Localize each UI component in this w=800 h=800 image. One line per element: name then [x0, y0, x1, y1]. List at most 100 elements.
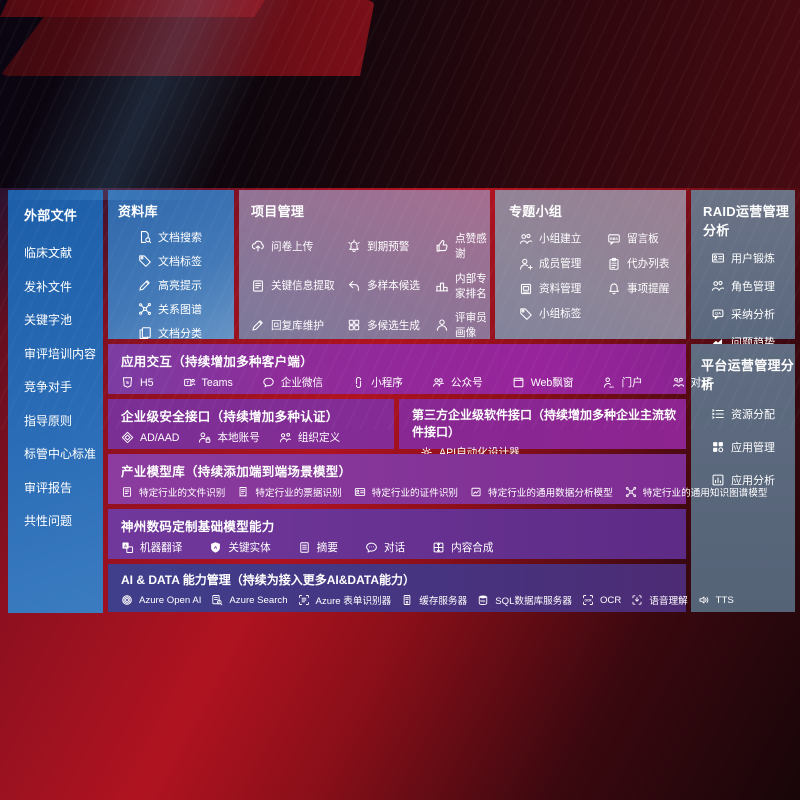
sidebar-item: 临床文献 [24, 244, 103, 261]
panel-topic-groups: 专题小组 小组建立 BBS 留言板 成员管理 代办列表 资料管理 事项提醒 小组标签 [495, 190, 686, 339]
feature-item-label: 小程序 [371, 377, 403, 389]
person-add-icon [519, 257, 533, 271]
row-items: 特定行业的文件识别 特定行业的票据识别 特定行业的证件识别 特定行业的通用数据分析模型… [121, 485, 767, 499]
panel-items: 文档搜索 文档标签 高亮提示 关系图谱 文档分类 [118, 229, 234, 341]
feature-item-label: 特定行业的票据识别 [255, 488, 342, 499]
feature-item: 代办列表 [607, 256, 686, 271]
row-title: 第三方企业级软件接口（持续增加多种企业主流软件接口） [412, 408, 677, 439]
feature-item: 回复库维护 [251, 310, 347, 340]
feature-item: TTS [698, 594, 734, 606]
feature-item: Web飘窗 [512, 375, 573, 390]
cache-server-icon [401, 594, 413, 606]
tag-icon [138, 254, 152, 268]
feature-item: 多候选生成 [347, 310, 435, 340]
chart-panel-icon [711, 473, 725, 487]
svg-text:A: A [214, 545, 218, 551]
feature-item-label: 多样本候选 [367, 280, 420, 292]
docs-copy-icon [138, 326, 152, 340]
feature-item-label: 文档搜索 [158, 232, 202, 244]
dialog-people-icon [672, 376, 685, 389]
reply-arrow-icon [347, 279, 361, 293]
feature-item: 事项提醒 [607, 281, 686, 296]
feature-item: 小组建立 [519, 231, 607, 246]
feature-item: 小组标签 [519, 306, 607, 321]
feature-item: 特定行业的通用数据分析模型 [470, 485, 613, 499]
feature-item-label: 本地账号 [217, 432, 260, 444]
form-recognizer-icon [298, 594, 310, 606]
feature-item-label: 公众号 [450, 377, 483, 389]
feature-item: 资源分配 [711, 406, 795, 422]
panel-title: 项目管理 [251, 204, 305, 219]
feature-item: 语音理解 [631, 593, 688, 607]
feature-item-label: 机器翻译 [140, 542, 183, 554]
sidebar-item: 发补文件 [24, 278, 103, 295]
feature-item: 特定行业的证件识别 [354, 485, 458, 499]
feature-item: 关键信息提取 [251, 271, 347, 301]
row-ai-data-capabilities: AI & DATA 能力管理（持续为接入更多AI&DATA能力） Azure O… [108, 564, 734, 612]
miniprogram-icon [352, 376, 365, 389]
sidebar-item-label: 关键字池 [24, 313, 73, 327]
feature-item-label: 用户锻炼 [731, 253, 775, 265]
feature-item-label: Teams [201, 376, 233, 389]
panel-title: 专题小组 [509, 204, 563, 219]
summary-doc-icon [298, 541, 311, 554]
sidebar-item: 指导原则 [24, 412, 103, 429]
person-lock-icon [198, 431, 211, 444]
doc-search-icon [138, 230, 152, 244]
panel-items: 用户锻炼 角色管理 QA 采纳分析 问题趋势 [703, 250, 795, 350]
feature-item-label: 门户 [621, 377, 643, 389]
feature-item-label: 到期预警 [367, 240, 410, 253]
svg-text:BBS: BBS [610, 236, 618, 240]
feature-item: BBS 留言板 [607, 231, 686, 246]
sidebar-item-label: 临床文献 [24, 246, 73, 260]
feature-item-label: 缓存服务器 [419, 596, 468, 607]
feature-item-label: 高亮提示 [158, 280, 202, 292]
feature-item-label: 留言板 [627, 233, 659, 245]
org-people-icon [279, 431, 292, 444]
row-items: A 机器翻译 A 关键实体 摘要 对话 内容合成 [121, 540, 686, 555]
official-account-icon [432, 376, 445, 389]
row-title: 企业级安全接口（持续增加多种认证） [121, 410, 339, 424]
feature-item: 成员管理 [519, 256, 607, 271]
feature-item-label: 资源分配 [731, 409, 775, 421]
feature-item: A 机器翻译 [121, 540, 182, 555]
panel-external-files: 外部文件 临床文献 发补文件 关键字池 审评培训内容 竞争对手 指导原则 标管中心标准 审评报… [8, 190, 103, 613]
feature-item: 多样本候选 [347, 271, 435, 301]
feature-item: 用户锻炼 [711, 250, 795, 266]
panel-title: 外部文件 [24, 208, 78, 223]
feature-item-label: H5 [140, 376, 154, 389]
row-custom-base-models: 神州数码定制基础模型能力 A 机器翻译 A 关键实体 摘要 对话 内容合成 [108, 509, 686, 559]
svg-text:OCR: OCR [584, 598, 592, 602]
feature-item-label: 组织定义 [297, 432, 341, 444]
sidebar-item: 竞争对手 [24, 378, 103, 395]
ranking-podium-icon [435, 279, 449, 293]
alarm-icon [347, 239, 361, 253]
bell-icon [607, 282, 621, 296]
sidebar-item: 共性问题 [24, 512, 103, 529]
receipt-icon [237, 486, 249, 498]
monitor-stand-base [0, 0, 265, 17]
feature-item-label: 回复库维护 [271, 319, 324, 332]
feature-item: Azure Search [211, 594, 288, 606]
sidebar-item: 审评培训内容 [24, 345, 103, 362]
feature-item: AD/AAD [121, 431, 179, 444]
sidebar-item: 关键字池 [24, 311, 103, 328]
feature-item-label: 文档分类 [158, 328, 202, 340]
svg-text:A: A [124, 543, 127, 548]
feature-item: QA 采纳分析 [711, 306, 795, 322]
feature-item: T Teams [183, 376, 233, 389]
feature-item-label: 语音理解 [649, 596, 688, 607]
feature-item-label: 特定行业的文件识别 [139, 488, 226, 499]
panel-title: RAID运营管理分析 [703, 204, 790, 238]
svg-text:SQL: SQL [480, 599, 486, 603]
feature-item-label: 小组建立 [539, 233, 582, 245]
app-grid-icon [711, 440, 725, 454]
feature-item-label: Azure Open AI [139, 594, 202, 606]
sidebar-item-label: 发补文件 [24, 279, 73, 294]
tts-speaker-icon [698, 594, 710, 606]
translate-icon: A [121, 541, 134, 554]
sidebar-items: 临床文献 发补文件 关键字池 审评培训内容 竞争对手 指导原则 标管中心标准 审评报告 共性问题 [24, 244, 103, 529]
sidebar-item-label: 审评培训内容 [24, 346, 97, 361]
feature-item: 特定行业的通用知识图谱模型 [625, 485, 767, 499]
